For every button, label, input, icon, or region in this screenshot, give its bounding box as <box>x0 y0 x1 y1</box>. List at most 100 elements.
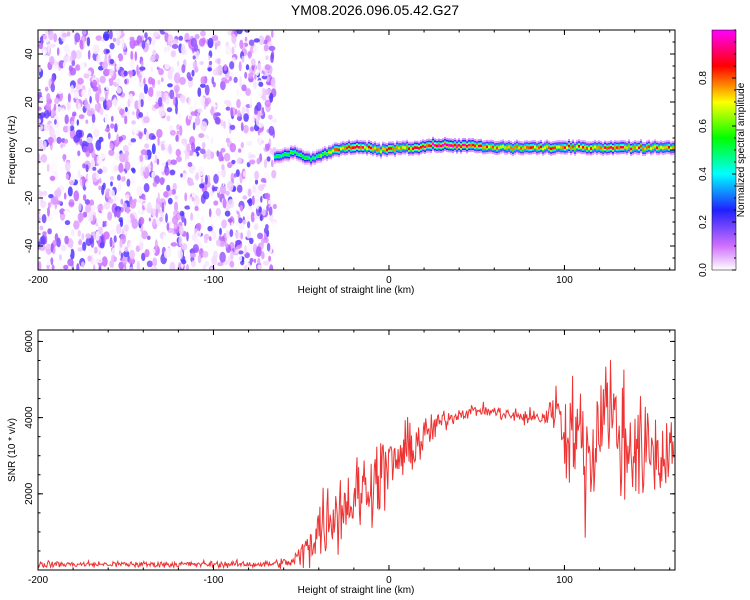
noise-speck <box>113 197 117 203</box>
noise-speck <box>268 125 275 136</box>
noise-speck <box>239 76 243 87</box>
noise-speck <box>108 132 111 140</box>
noise-speck <box>109 142 114 150</box>
noise-speck <box>253 258 257 263</box>
noise-speck <box>225 190 230 196</box>
signal-cell <box>456 145 458 148</box>
noise-speck <box>140 149 148 156</box>
signal-cell <box>648 145 650 148</box>
noise-speck <box>227 162 233 169</box>
noise-speck <box>200 30 206 37</box>
signal-cell <box>380 150 382 153</box>
noise-speck <box>137 99 141 110</box>
noise-speck <box>121 38 125 49</box>
signal-cell <box>488 145 490 149</box>
noise-speck <box>102 250 107 257</box>
noise-speck <box>47 202 52 208</box>
signal-cell <box>632 146 634 150</box>
noise-speck <box>150 266 158 270</box>
signal-cell <box>336 148 338 151</box>
noise-speck <box>95 91 100 103</box>
noise-speck <box>231 221 234 231</box>
noise-speck <box>204 98 209 107</box>
noise-speck <box>229 133 233 141</box>
signal-cell <box>334 148 336 151</box>
signal-cell <box>458 143 460 147</box>
noise-speck <box>267 199 274 205</box>
noise-speck <box>181 243 188 251</box>
noise-speck <box>150 66 154 73</box>
noise-speck <box>77 212 84 222</box>
noise-speck <box>177 249 184 260</box>
signal-cell <box>510 146 512 150</box>
noise-speck <box>251 64 256 70</box>
noise-speck <box>120 198 124 205</box>
noise-speck <box>157 136 160 147</box>
noise-speck <box>149 190 153 202</box>
signal-cell <box>538 146 540 149</box>
noise-speck <box>200 121 208 132</box>
noise-speck <box>187 181 195 186</box>
noise-speck <box>209 191 214 196</box>
noise-speck <box>78 103 81 111</box>
noise-speck <box>128 114 135 120</box>
noise-speck <box>242 219 247 224</box>
noise-speck <box>222 177 225 187</box>
noise-speck <box>199 206 206 213</box>
noise-speck <box>236 157 242 165</box>
signal-cell <box>638 146 640 150</box>
signal-cell <box>564 146 566 149</box>
noise-speck <box>271 30 274 38</box>
colorbar <box>711 29 737 271</box>
noise-speck <box>128 257 136 265</box>
signal-cell <box>582 145 584 149</box>
noise-speck <box>221 132 226 139</box>
noise-speck <box>124 150 130 157</box>
noise-speck <box>249 257 254 263</box>
noise-speck <box>263 260 270 266</box>
noise-speck <box>99 241 105 249</box>
noise-speck <box>47 228 52 235</box>
noise-speck <box>38 152 41 164</box>
noise-speck <box>166 184 171 192</box>
noise-speck <box>258 81 264 87</box>
noise-speck <box>72 111 77 117</box>
noise-speck <box>243 113 249 122</box>
noise-speck <box>238 61 242 72</box>
noise-speck <box>82 163 86 169</box>
signal-cell <box>276 154 278 158</box>
noise-speck <box>96 165 100 171</box>
noise-speck <box>106 99 113 109</box>
signal-cell <box>612 147 614 150</box>
noise-speck <box>242 195 248 200</box>
noise-speck <box>220 119 224 127</box>
noise-speck <box>129 38 136 49</box>
signal-cell <box>290 150 292 154</box>
noise-speck <box>110 181 113 187</box>
noise-speck <box>270 53 274 64</box>
signal-cell <box>494 146 496 150</box>
noise-speck <box>109 42 115 50</box>
signal-cell <box>574 147 576 150</box>
noise-speck <box>149 55 156 63</box>
noise-speck <box>194 205 199 212</box>
noise-speck <box>87 50 91 60</box>
signal-cell <box>328 150 330 154</box>
noise-speck <box>75 82 80 90</box>
noise-speck <box>60 143 64 149</box>
noise-speck <box>248 39 255 46</box>
noise-speck <box>105 91 108 101</box>
signal-cell <box>430 144 432 148</box>
noise-speck <box>229 124 236 131</box>
signal-cell <box>520 146 522 150</box>
signal-cell <box>464 143 466 147</box>
noise-speck <box>95 231 100 241</box>
signal-cell <box>296 152 298 155</box>
noise-speck <box>204 84 210 96</box>
noise-speck <box>134 100 139 110</box>
signal-cell <box>608 146 610 150</box>
noise-speck <box>109 175 115 181</box>
noise-speck <box>98 266 102 270</box>
signal-cell <box>304 156 306 160</box>
